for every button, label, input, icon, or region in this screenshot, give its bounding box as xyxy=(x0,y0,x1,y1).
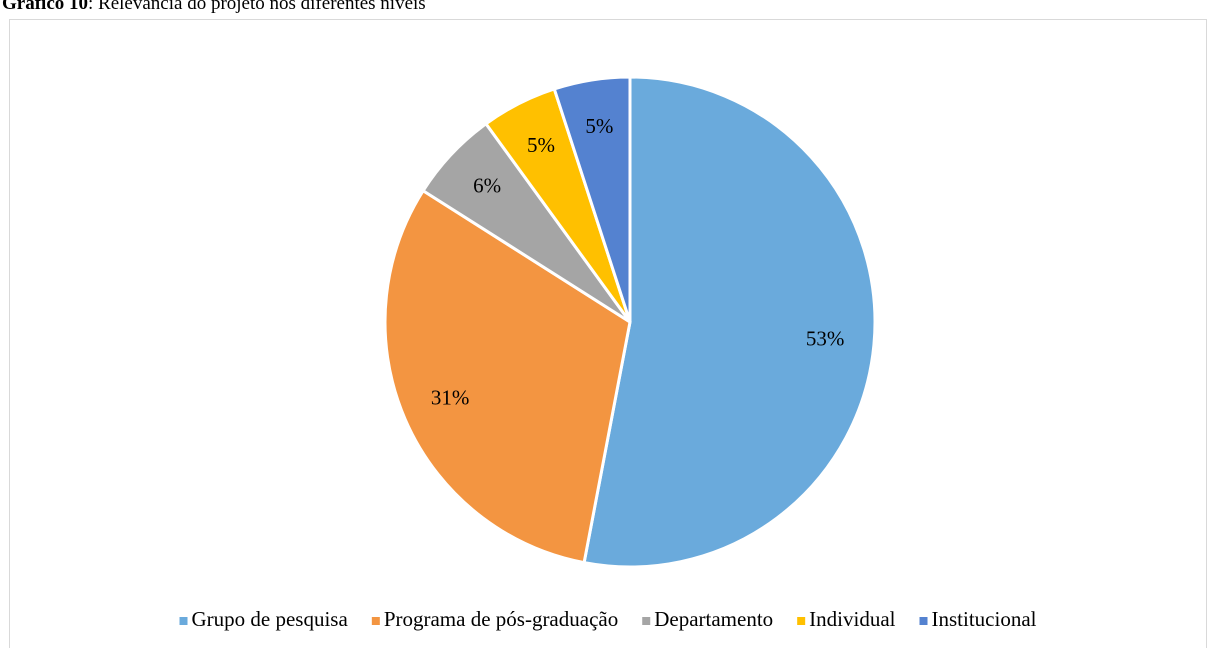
data-label: 5% xyxy=(585,114,613,138)
legend-label: Departamento xyxy=(654,607,773,631)
pie-slice xyxy=(582,75,877,569)
legend-swatch xyxy=(797,617,806,625)
chart-title: Gráfico 10: Relevância do projeto nos di… xyxy=(2,0,426,15)
legend-swatch xyxy=(642,617,651,625)
legend-swatch xyxy=(179,617,188,625)
legend-label: Grupo de pesquisa xyxy=(192,607,349,631)
pie-slice xyxy=(552,75,632,323)
legend-swatch xyxy=(919,617,928,625)
legend-label: Institucional xyxy=(932,607,1037,631)
legend-label: Programa de pós-graduação xyxy=(384,607,618,631)
data-label: 6% xyxy=(473,174,501,198)
legend-swatch xyxy=(371,617,380,625)
legend-label: Individual xyxy=(809,607,895,631)
data-label: 5% xyxy=(527,133,555,157)
title-text: : Relevância do projeto nos diferentes n… xyxy=(88,0,426,14)
data-label: 53% xyxy=(806,326,845,350)
data-label: 31% xyxy=(431,386,470,410)
title-prefix: Gráfico 10 xyxy=(2,0,89,14)
